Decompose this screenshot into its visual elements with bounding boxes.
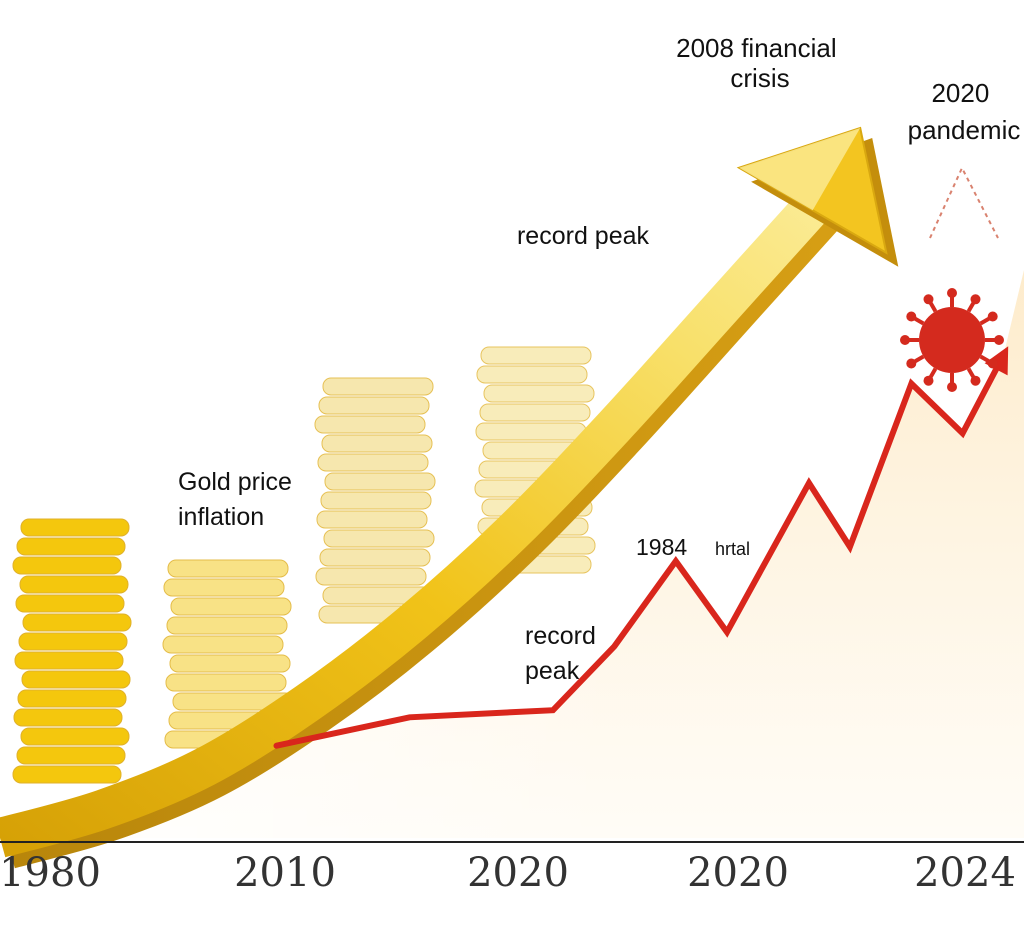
x-tick-label: 2020 <box>467 850 569 896</box>
coin <box>17 689 127 708</box>
coin <box>22 613 132 632</box>
coin <box>167 559 289 578</box>
coin <box>15 594 125 613</box>
virus-spike-tip <box>987 358 998 369</box>
area-fill <box>0 270 1024 838</box>
coin-stack-3 <box>314 377 436 624</box>
virus-spike-tip <box>970 375 981 386</box>
coin <box>163 578 285 597</box>
x-tick-label: 2020 <box>687 850 789 896</box>
gold-arrowhead-highlight <box>739 128 861 211</box>
coin <box>12 765 122 784</box>
red-series-line <box>273 352 1007 749</box>
area-fade <box>0 270 1024 838</box>
coin <box>16 746 126 765</box>
virus-spike-tip <box>947 288 957 298</box>
coin <box>166 616 288 635</box>
coin <box>16 537 126 556</box>
coin <box>315 567 427 586</box>
coin <box>162 635 284 654</box>
coin <box>170 597 292 616</box>
virus-body <box>919 307 985 373</box>
pandemic-dashed-marker <box>929 165 999 239</box>
coin <box>169 654 291 673</box>
annotation-year-1984: 1984 <box>636 534 687 560</box>
x-tick-label: 2010 <box>234 850 336 896</box>
annotation-gold-price-inflation: Gold price inflation <box>178 468 299 531</box>
virus-spike-tip <box>923 375 934 386</box>
annotations: 2008 financial crisis 2020 pandemic reco… <box>178 33 1020 685</box>
virus-spike-tip <box>923 294 934 305</box>
coin-stack-2 <box>162 559 294 749</box>
coin <box>479 403 591 422</box>
coin <box>480 346 592 365</box>
gold-arrow-series <box>0 126 899 869</box>
coin <box>18 632 128 651</box>
coin <box>317 453 429 472</box>
coin <box>314 415 426 434</box>
virus-spike-tip <box>970 294 981 305</box>
x-tick-label: 2024 <box>914 850 1016 896</box>
coin <box>483 384 595 403</box>
decorations <box>900 165 1004 392</box>
coin <box>323 529 435 548</box>
coin <box>20 518 130 537</box>
virus-spike-tip <box>906 311 917 322</box>
coin <box>165 673 287 692</box>
annotation-pandemic: 2020 pandemic <box>908 78 1021 145</box>
gold-series-line <box>0 185 835 858</box>
coin <box>20 727 130 746</box>
virus-spike-tip <box>900 335 910 345</box>
annotation-year-1984-suffix: hrtal <box>715 539 750 559</box>
coin <box>319 548 431 567</box>
coin <box>21 670 131 689</box>
coin <box>322 377 434 396</box>
virus-spike-tip <box>906 358 917 369</box>
coin <box>12 556 122 575</box>
coin <box>324 472 436 491</box>
annotation-record-peak-low: record peak <box>525 622 603 685</box>
x-axis-ticks: 1980 2010 2020 2020 2024 <box>0 850 1016 896</box>
annotation-record-peak-top: record peak <box>517 222 650 250</box>
virus-spike-tip <box>994 335 1004 345</box>
x-tick-label: 1980 <box>0 850 101 896</box>
virus-spike-tip <box>947 382 957 392</box>
virus-icon <box>900 288 1004 392</box>
virus-spike-tip <box>987 311 998 322</box>
annotation-financial-crisis: 2008 financial crisis <box>676 33 844 93</box>
coin <box>475 422 587 441</box>
coin <box>316 510 428 529</box>
coin <box>318 396 430 415</box>
coin <box>13 708 123 727</box>
coin <box>476 365 588 384</box>
coin-stack-1 <box>12 518 132 784</box>
coin <box>19 575 129 594</box>
coin <box>321 434 433 453</box>
coin <box>14 651 124 670</box>
coin <box>320 491 432 510</box>
